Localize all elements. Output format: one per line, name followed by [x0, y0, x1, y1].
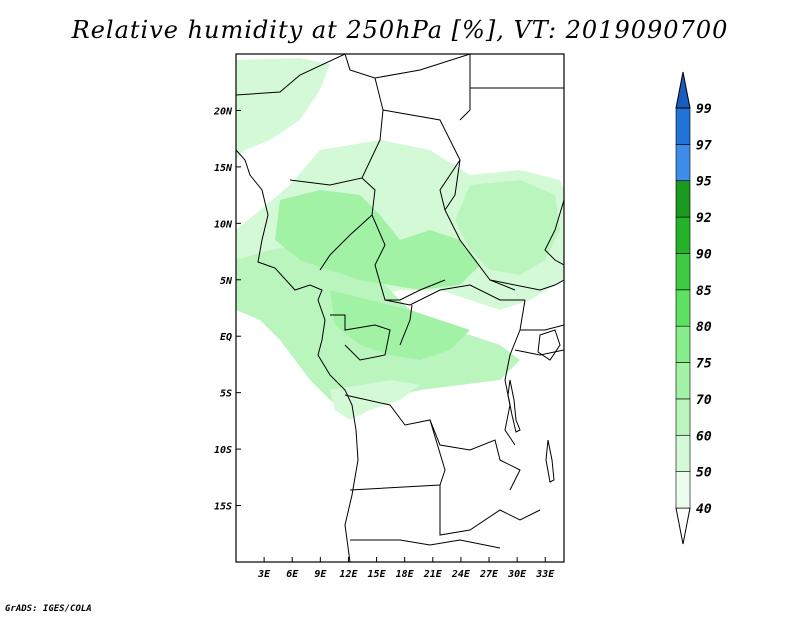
colorbar-swatch [675, 325, 691, 363]
lon-label: 3E [257, 569, 271, 580]
border-nigeria [319, 177, 376, 271]
lat-label: 10N [214, 219, 233, 230]
colorbar-label: 95 [696, 175, 712, 190]
lon-label: 21E [423, 569, 443, 580]
colorbar-swatch [675, 144, 691, 182]
country-borders [236, 54, 564, 562]
lon-label: 15E [368, 569, 387, 580]
colorbar-label: 75 [696, 357, 712, 372]
colorbar-label: 80 [696, 320, 712, 335]
humidity-region-sahel [236, 58, 330, 160]
colorbar-label: 97 [696, 138, 712, 153]
humidity-shading [236, 58, 564, 420]
border-car-drc [384, 284, 525, 306]
border-mauritania-mali [236, 54, 346, 96]
lon-label: 18E [396, 569, 415, 580]
lon-label: 9E [314, 569, 327, 580]
lon-label: 27E [479, 569, 499, 580]
colorbar-label: 70 [696, 393, 712, 408]
colorbar-swatch [675, 434, 691, 472]
humidity-region-east [455, 180, 560, 275]
map-frame [235, 53, 565, 563]
colorbar-label: 90 [696, 247, 712, 262]
colorbar: 40 50 60 70 75 80 85 90 92 95 97 99 [675, 71, 712, 545]
lon-label: 6E [286, 569, 299, 580]
border-congo [330, 314, 391, 361]
lon-label: 12E [339, 569, 358, 580]
colorbar-swatch [675, 289, 691, 327]
lat-label: 15N [214, 163, 233, 174]
colorbar-label: 99 [696, 102, 712, 117]
map-title: Relative humidity at 250hPa [%], VT: 201… [71, 16, 729, 44]
humidity-region-core [275, 190, 480, 290]
lake-victoria [537, 329, 561, 361]
colorbar-swatch [675, 216, 691, 254]
humidity-region-congo [330, 290, 470, 360]
colorbar-swatch [675, 507, 691, 545]
lake-tanganyika [507, 379, 521, 433]
colorbar-swatch [675, 180, 691, 218]
colorbar-swatch [675, 253, 691, 291]
lat-label: 20N [213, 106, 233, 117]
latitude-axis: 20N 15N 10N 5N EQ 5S 10S 15S [213, 106, 241, 513]
lon-label: 33E [535, 569, 555, 580]
border-uganda-kenya [520, 324, 564, 331]
colorbar-label: 60 [696, 429, 712, 444]
longitude-axis: 3E 6E 9E 12E 15E 18E 21E 24E 27E 30E 33E [257, 557, 555, 580]
colorbar-swatch [675, 71, 691, 109]
lat-label: 15S [214, 502, 232, 513]
lat-label: 5N [220, 276, 233, 287]
colorbar-label: 40 [696, 502, 712, 517]
border-ethiopia [544, 199, 564, 266]
lon-label: 24E [451, 569, 471, 580]
colorbar-label: 50 [696, 466, 712, 481]
coastline-west [236, 149, 359, 562]
border-chad-sudan [444, 159, 516, 291]
grads-credit: GrADS: IGES/COLA [5, 604, 92, 614]
lake-congo-river [399, 304, 413, 346]
border-algeria-niger [374, 54, 471, 79]
border-mali-niger [289, 54, 384, 186]
colorbar-label: 85 [696, 284, 712, 299]
border-namibia [350, 539, 501, 549]
lat-label: 5S [220, 389, 232, 400]
colorbar-swatch [675, 398, 691, 436]
border-drc-angola [344, 394, 521, 491]
lon-label: 30E [507, 569, 527, 580]
border-sudan-south [489, 279, 564, 291]
lake-malawi [545, 439, 555, 483]
colorbar-label: 92 [696, 211, 712, 226]
border-libya-egypt [459, 54, 471, 121]
colorbar-swatch [675, 362, 691, 400]
lat-label: 10S [214, 445, 232, 456]
border-angola-zambia [349, 419, 446, 491]
border-zambia-east [439, 485, 541, 536]
colorbar-swatch [675, 471, 691, 509]
lat-label: EQ [220, 332, 232, 343]
colorbar-swatch [675, 107, 691, 145]
